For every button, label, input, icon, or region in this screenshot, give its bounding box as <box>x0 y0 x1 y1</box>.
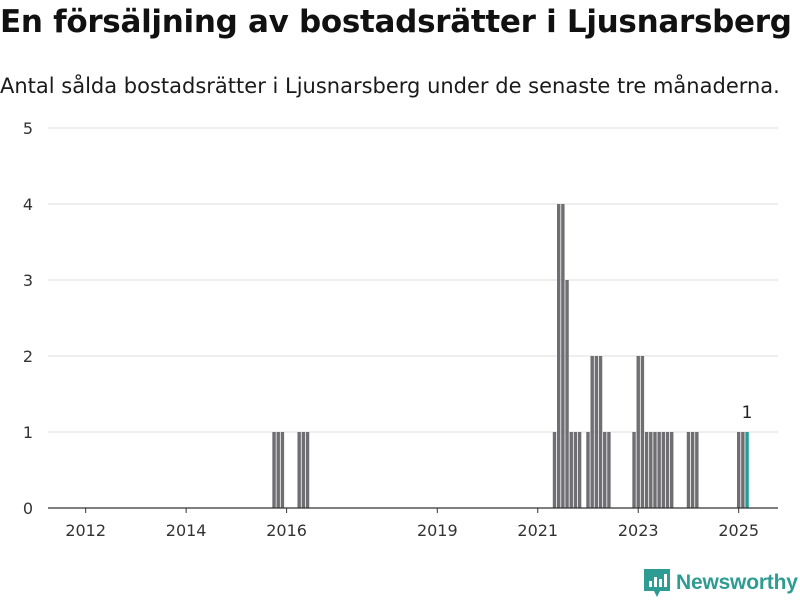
bar <box>736 432 741 508</box>
y-tick-label: 2 <box>23 347 33 366</box>
x-tick-label: 2025 <box>718 521 759 540</box>
bar <box>552 432 557 508</box>
x-tick-label: 2014 <box>166 521 207 540</box>
bar-value-label: 1 <box>742 403 753 423</box>
bar <box>653 432 657 508</box>
bar <box>690 432 695 508</box>
bar <box>590 356 594 508</box>
bar <box>640 356 645 508</box>
bar <box>670 432 674 508</box>
x-tick-label: 2016 <box>266 521 307 540</box>
bar <box>607 432 611 508</box>
bar <box>695 432 699 508</box>
brand-name: Newsworthy <box>676 571 798 594</box>
y-tick-label: 4 <box>23 195 33 214</box>
bar <box>741 432 745 508</box>
bar <box>598 356 603 508</box>
bar <box>276 432 280 508</box>
bar <box>305 432 310 508</box>
bar <box>565 280 569 508</box>
bar <box>665 432 670 508</box>
chart-title: En försäljning av bostadsrätter i Ljusna… <box>0 4 792 40</box>
y-tick-label: 3 <box>23 271 33 290</box>
bar <box>561 204 565 508</box>
bar <box>297 432 301 508</box>
bar <box>556 204 561 508</box>
bar <box>657 432 661 508</box>
highlighted-bar <box>745 432 749 508</box>
x-tick-label: 2019 <box>417 521 458 540</box>
bar <box>280 432 285 508</box>
bar <box>649 432 653 508</box>
chart-subtitle: Antal sålda bostadsrätter i Ljusnarsberg… <box>0 74 780 98</box>
bar <box>603 432 607 508</box>
y-tick-label: 5 <box>23 119 33 138</box>
newsworthy-logo-icon <box>644 569 670 597</box>
x-tick-label: 2021 <box>517 521 558 540</box>
newsworthy-brand: Newsworthy <box>644 568 798 598</box>
bar <box>573 432 578 508</box>
bar <box>632 432 636 508</box>
x-tick-label: 2023 <box>618 521 659 540</box>
bar <box>661 432 666 508</box>
bar <box>586 432 590 508</box>
x-tick-label: 2012 <box>65 521 106 540</box>
y-tick-label: 1 <box>23 423 33 442</box>
bar <box>644 432 649 508</box>
bar <box>301 432 306 508</box>
bar <box>594 356 599 508</box>
bar <box>577 432 582 508</box>
bar <box>272 432 276 508</box>
bar <box>569 432 573 508</box>
bar <box>686 432 691 508</box>
bar <box>636 356 640 508</box>
y-tick-label: 0 <box>23 499 33 518</box>
